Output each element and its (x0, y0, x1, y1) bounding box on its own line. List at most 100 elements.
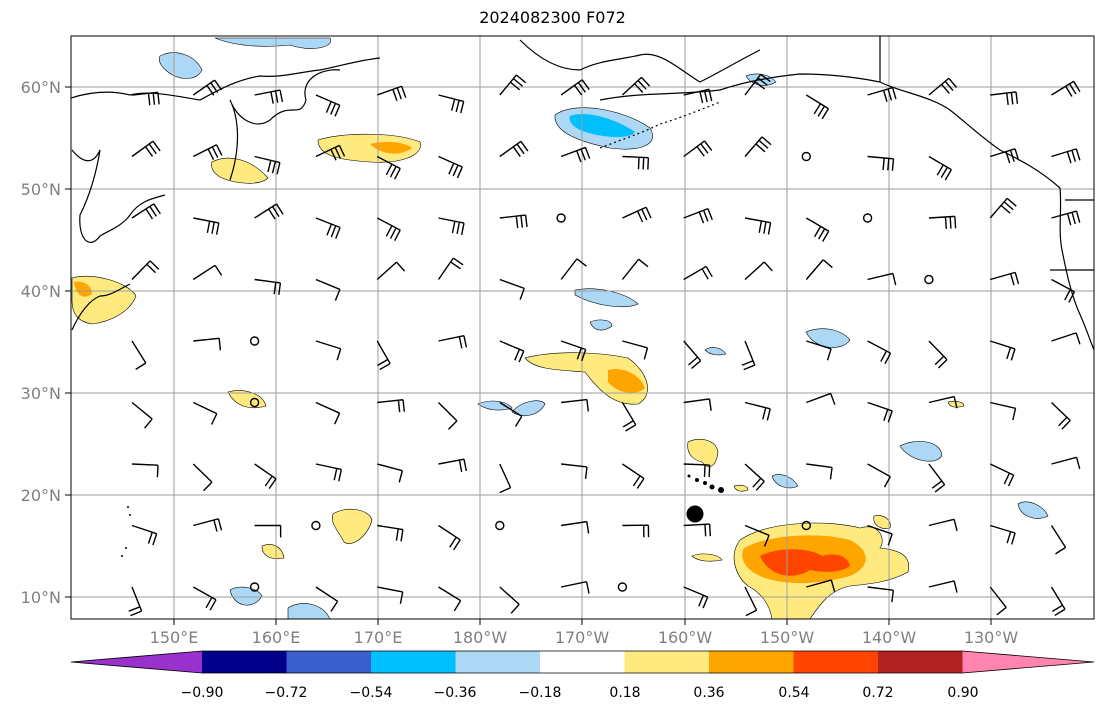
anomaly-core (370, 141, 412, 154)
anomaly-blob (899, 441, 943, 462)
wind-barb (254, 524, 282, 538)
wind-barb (499, 586, 520, 614)
wind-barb (683, 88, 713, 104)
colorbar-outline (70, 650, 1095, 674)
wind-barb (438, 94, 465, 114)
wind-barb (376, 217, 401, 242)
lon-label: 160°E (252, 628, 301, 647)
wind-barb (376, 155, 401, 180)
anomaly-blob (733, 484, 749, 492)
wind-barb (131, 203, 161, 220)
lon-label: 130°W (964, 628, 1019, 647)
wind-barb (683, 140, 713, 158)
north-america-coastline (1059, 187, 1094, 351)
wind-barb (254, 155, 281, 175)
wind-barb (928, 340, 948, 369)
lat-label: 30°N (21, 384, 61, 403)
wind-barb (806, 463, 833, 480)
colorbar-segment (540, 651, 625, 673)
wind-barb (1051, 80, 1081, 97)
wind-barb (744, 463, 765, 491)
wind-barb (805, 217, 830, 242)
wind-barb (683, 586, 709, 609)
wind-barb (560, 258, 587, 280)
wind-barb (806, 392, 836, 405)
canada-border (879, 36, 1094, 271)
wind-barb (499, 74, 527, 96)
wind-barb (683, 265, 713, 281)
anomaly-blob (704, 347, 727, 356)
wind-barb (254, 463, 277, 490)
wind-barb (560, 520, 590, 534)
wind-barbs (128, 73, 1081, 617)
lon-label: 160°W (658, 628, 713, 647)
wind-barb (315, 463, 343, 482)
anomaly-blob (211, 157, 269, 184)
wind-barb (621, 76, 651, 96)
colorbar-segment (624, 651, 710, 673)
kamchatka-coastline (229, 69, 341, 181)
wind-barb (1051, 332, 1081, 345)
calm-wind-circle (249, 582, 260, 592)
anomaly-core (760, 549, 850, 576)
wind-barb (744, 261, 773, 281)
wind-barb (806, 579, 836, 592)
anomaly-blob (261, 544, 285, 559)
calm-wind-circle (495, 520, 505, 531)
wind-barb (744, 73, 771, 96)
wind-barb (989, 197, 1017, 219)
lat-labels: 60°N 50°N 40°N 30°N 20°N 10°N (21, 78, 61, 607)
colorbar-label: −0.90 (181, 685, 224, 701)
wind-barb (131, 401, 153, 429)
wind-barb (683, 340, 702, 370)
calm-wind-circle (862, 213, 873, 223)
calm-wind-circle (311, 520, 321, 531)
wind-barb (744, 586, 758, 617)
wind-barb (499, 140, 529, 158)
colorbar-label: −0.18 (519, 685, 562, 701)
wind-barb (990, 401, 1017, 421)
wind-barb (315, 94, 341, 117)
wind-barb (622, 206, 652, 223)
wind-barb (193, 337, 222, 351)
wind-barb (192, 401, 218, 425)
colorbar-label: −0.36 (434, 685, 477, 701)
colorbar-label: 0.72 (862, 685, 893, 701)
anomaly-blob (511, 400, 546, 416)
colorbar-label: −0.72 (265, 685, 308, 701)
wind-barb (1050, 586, 1066, 617)
anomaly-blob (1017, 501, 1049, 519)
calm-wind-circle (924, 274, 934, 285)
wind-barb (560, 340, 587, 362)
wind-barb (376, 261, 406, 281)
colorbar-labels: −0.90 −0.72 −0.54 −0.36 −0.18 0.18 0.36 … (181, 685, 979, 701)
wind-barb (622, 524, 650, 538)
anomaly-blob (687, 439, 719, 467)
lat-label: 20°N (21, 486, 61, 505)
anomaly-blob (805, 328, 851, 348)
colorbar-segment (371, 651, 456, 673)
wind-barb (192, 586, 217, 611)
wind-barb (928, 77, 958, 96)
wind-barb (499, 401, 523, 427)
strong-positive-fills (760, 549, 850, 576)
wind-barb (560, 146, 591, 163)
wind-barb (315, 278, 341, 301)
wind-barb (193, 217, 220, 235)
wind-barb (683, 398, 712, 411)
wind-barb (867, 401, 893, 423)
islands (121, 474, 724, 557)
wind-barb (989, 524, 1016, 545)
alaska-coastline (599, 73, 1061, 189)
wind-barb (131, 140, 161, 158)
colorbar-segment (709, 651, 794, 673)
wind-barb (438, 524, 461, 551)
calm-wind-circle (801, 151, 811, 162)
wind-barb (560, 581, 590, 594)
colorbar (70, 650, 1095, 674)
wind-barb (928, 580, 958, 593)
colorbar-label: 0.90 (947, 685, 978, 701)
calm-wind-circle (249, 397, 260, 408)
anomaly-blob (589, 319, 613, 331)
